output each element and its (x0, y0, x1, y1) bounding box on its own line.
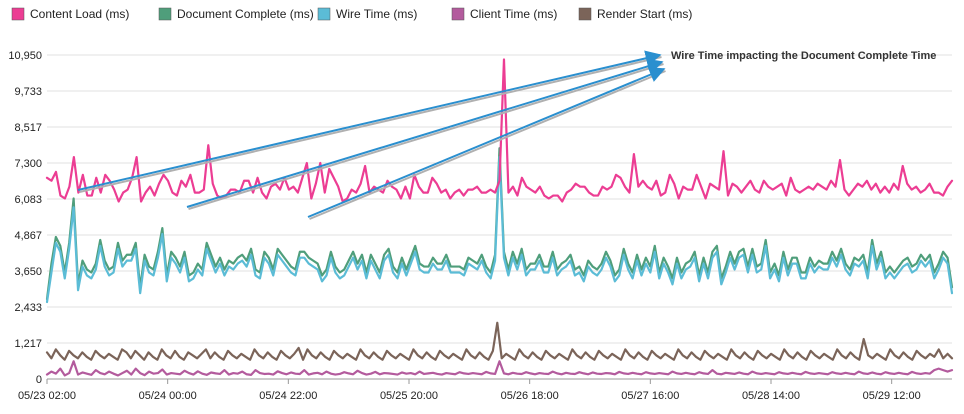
legend-label: Wire Time (ms) (336, 7, 417, 21)
y-tick-label: 10,950 (8, 50, 42, 62)
x-tick-label: 05/26 18:00 (501, 390, 559, 402)
annotation-text: Wire Time impacting the Document Complet… (671, 50, 936, 62)
legend-item-document-complete[interactable]: Document Complete (ms) (158, 7, 314, 21)
series-line-content-load[interactable] (45, 58, 954, 203)
annotation-arrow (307, 67, 666, 218)
legend-swatch (317, 7, 331, 21)
x-tick-label: 05/23 02:00 (18, 390, 76, 402)
legend-item-content-load[interactable]: Content Load (ms) (11, 7, 129, 21)
legend-swatch (578, 7, 592, 21)
legend-swatch (11, 7, 25, 21)
legend-label: Client Time (ms) (470, 7, 557, 21)
legend-item-client-time[interactable]: Client Time (ms) (451, 7, 557, 21)
annotation-arrow (186, 58, 664, 208)
y-axis: 0 1,217 2,433 3,650 4,867 6,083 7,300 8,517 9,73… (8, 50, 42, 386)
legend-label: Render Start (ms) (597, 7, 692, 21)
y-tick-label: 0 (36, 374, 42, 386)
series-line-render-start[interactable] (45, 321, 954, 361)
y-tick-label: 4,867 (14, 230, 42, 242)
legend-swatch (158, 7, 172, 21)
y-tick-label: 2,433 (14, 302, 42, 314)
x-tick-label: 05/24 00:00 (139, 390, 197, 402)
x-tick-label: 05/29 12:00 (863, 390, 921, 402)
legend-label: Document Complete (ms) (177, 7, 314, 21)
y-tick-label: 1,217 (14, 338, 42, 350)
legend-label: Content Load (ms) (30, 7, 129, 21)
x-tick-label: 05/27 16:00 (621, 390, 679, 402)
annotation: Wire Time impacting the Document Complet… (77, 50, 936, 220)
annotation-arrow-shadow (309, 70, 666, 220)
annotation-arrow-shadow (79, 56, 662, 193)
series-lines (45, 58, 954, 377)
y-tick-label: 9,733 (14, 86, 42, 98)
y-tick-label: 8,517 (14, 122, 42, 134)
legend-swatch (451, 7, 465, 21)
grid-lines (47, 54, 952, 380)
y-tick-label: 6,083 (14, 194, 42, 206)
series-line-document-complete[interactable] (45, 147, 954, 301)
x-tick-label: 05/24 22:00 (259, 390, 317, 402)
legend: Content Load (ms) Document Complete (ms) W… (11, 7, 692, 21)
series-line-client-time[interactable] (45, 360, 954, 377)
y-tick-label: 7,300 (14, 158, 42, 170)
legend-item-wire-time[interactable]: Wire Time (ms) (317, 7, 417, 21)
x-tick-label: 05/28 14:00 (742, 390, 800, 402)
annotation-arrow-shadow (188, 63, 664, 210)
y-tick-label: 3,650 (14, 266, 42, 278)
annotation-arrow (77, 50, 662, 191)
x-axis: 05/23 02:00 05/24 00:00 05/24 22:00 05/25 2… (18, 379, 921, 402)
x-tick-label: 05/25 20:00 (380, 390, 438, 402)
legend-item-render-start[interactable]: Render Start (ms) (578, 7, 692, 21)
